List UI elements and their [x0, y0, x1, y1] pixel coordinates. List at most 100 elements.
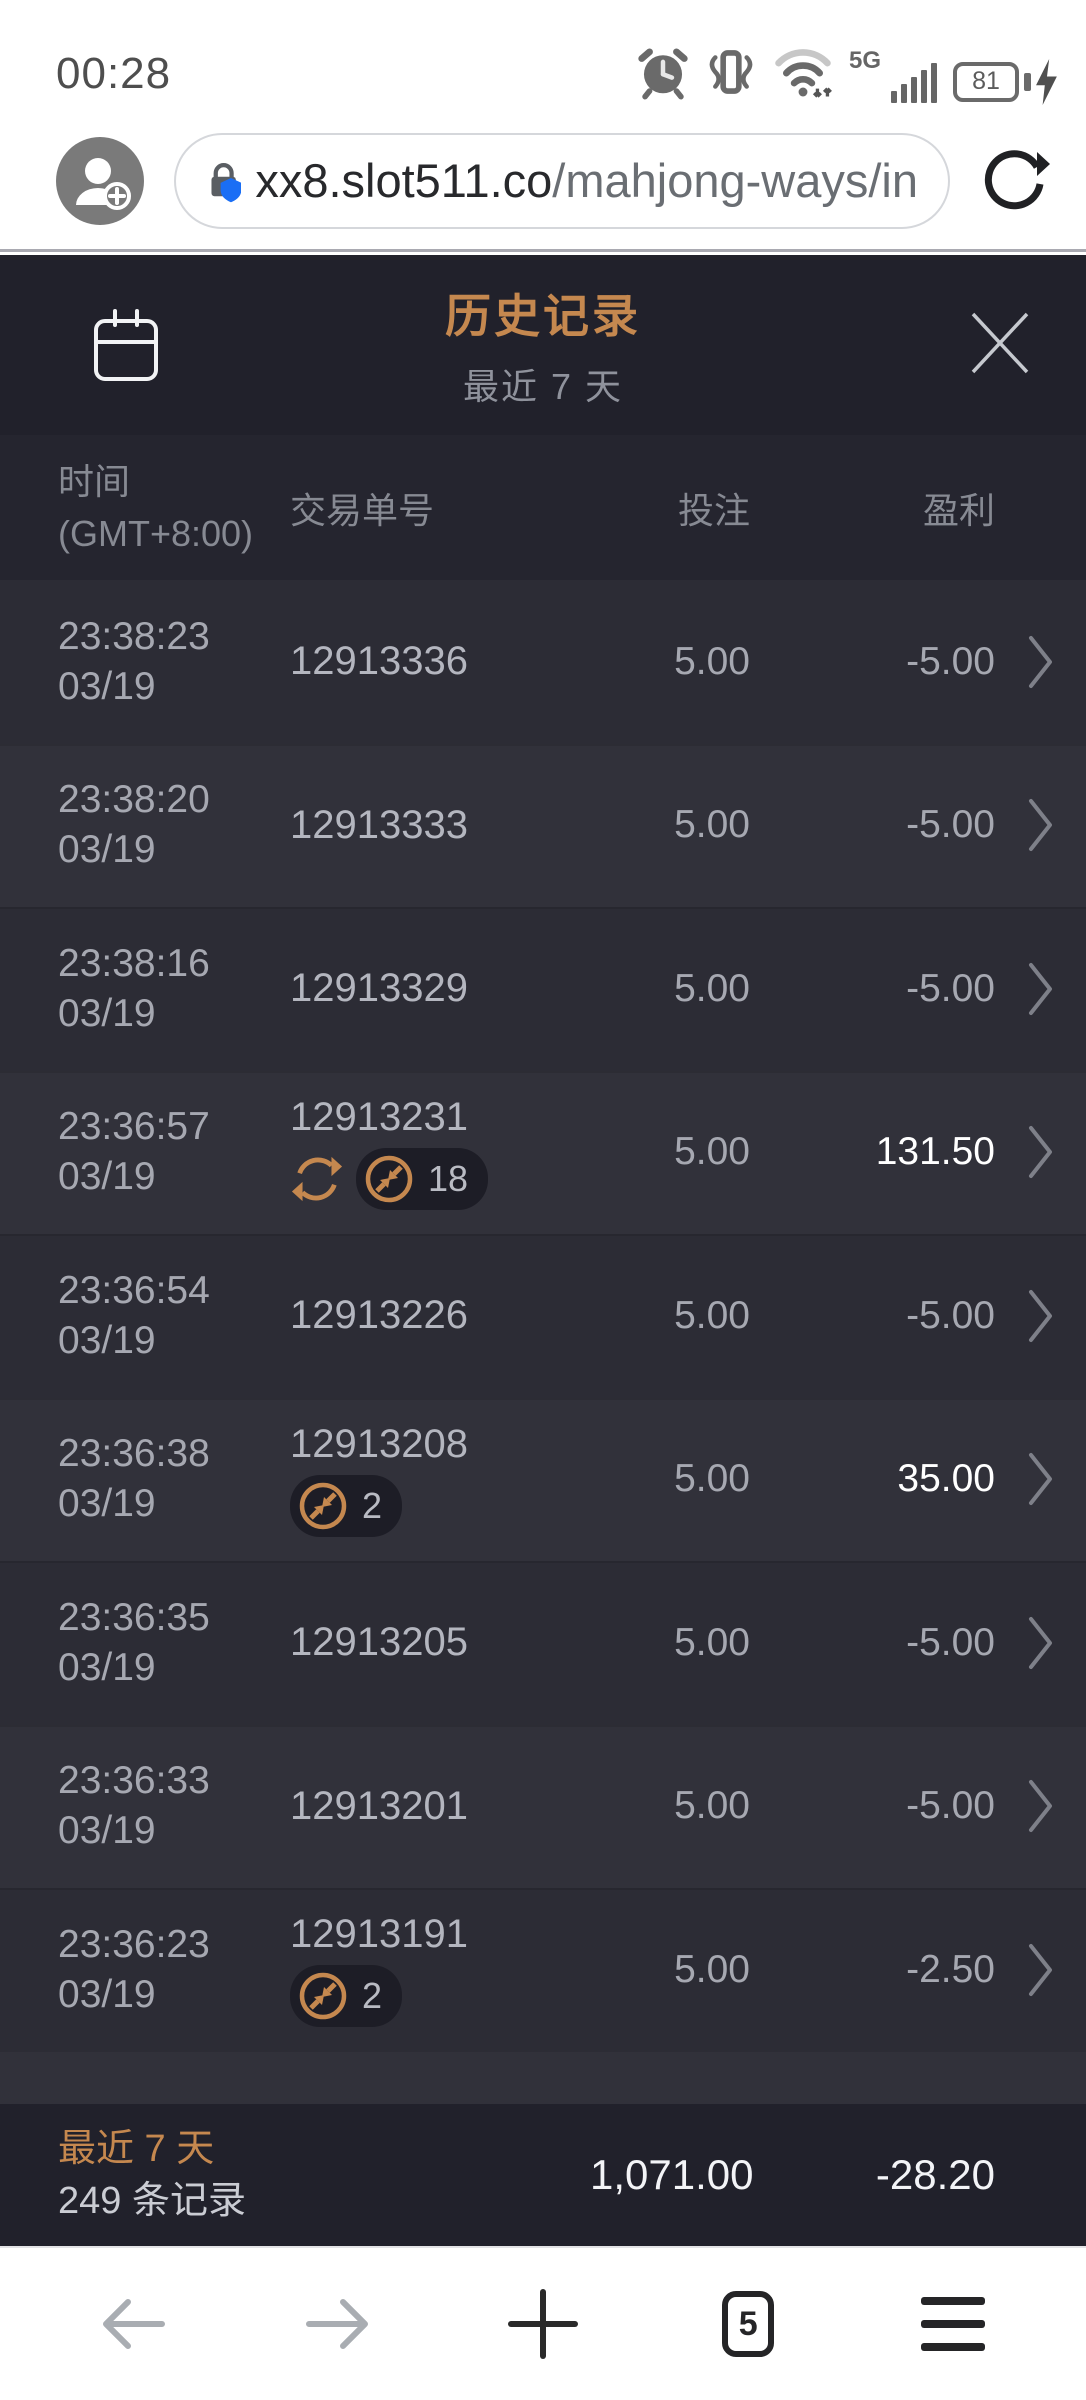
- row-profit: -5.00: [906, 966, 995, 1010]
- multiplier-badge: 2: [290, 1474, 403, 1537]
- url-path: /mahjong-ways/in: [552, 154, 918, 207]
- row-transaction: 12913226: [290, 1293, 590, 1338]
- reload-button[interactable]: [980, 146, 1050, 216]
- forward-button[interactable]: [283, 2269, 393, 2379]
- multiplier-count: 2: [362, 1975, 383, 2017]
- chevron-right-icon: [1028, 1126, 1052, 1179]
- secure-lock-icon: [211, 162, 242, 202]
- profile-avatar-button[interactable]: [56, 136, 144, 225]
- table-row[interactable]: 23:36:23 03/19 12913191 2 5.00: [0, 1888, 1086, 2052]
- hamburger-menu-icon: [921, 2297, 986, 2351]
- row-profit: -2.50: [906, 1947, 995, 1991]
- new-tab-button[interactable]: [488, 2269, 598, 2379]
- row-transaction: 12913205: [290, 1620, 590, 1665]
- summary-total-bet: 1,071.00: [590, 2150, 754, 2198]
- tab-count: 5: [738, 2304, 758, 2343]
- url-bar[interactable]: xx8.slot511.co/mahjong-ways/in: [174, 132, 950, 229]
- battery-icon: 81: [953, 58, 1058, 105]
- summary-bar: 最近 7 天 249 条记录 1,071.00 -28.20: [0, 2103, 1086, 2246]
- row-time: 23:38:23 03/19: [58, 614, 210, 708]
- row-bet: 5.00: [674, 803, 750, 847]
- multiplier-icon: [299, 1973, 347, 2020]
- reload-icon: [984, 149, 1050, 209]
- url-text: xx8.slot511.co/mahjong-ways/in: [255, 153, 918, 208]
- summary-period: 最近 7 天: [58, 2127, 215, 2170]
- table-row[interactable]: 23:36:54 03/19 12913226 5.00 -5.00: [0, 1234, 1086, 1398]
- calendar-button[interactable]: [88, 305, 164, 385]
- status-time: 00:28: [56, 49, 172, 98]
- browser-bottom-nav: 5: [0, 2246, 1086, 2400]
- chevron-right-icon: [1028, 1780, 1052, 1833]
- plus-icon: [507, 2289, 578, 2359]
- row-icons: 18: [290, 1147, 590, 1210]
- row-bet: 5.00: [674, 639, 750, 683]
- table-row[interactable]: 23:38:23 03/19 12913336 5.00 -5.00: [0, 580, 1086, 744]
- menu-button[interactable]: [898, 2269, 1008, 2379]
- calendar-icon: [94, 309, 158, 381]
- row-time: 23:36:57 03/19: [58, 1105, 210, 1199]
- multiplier-count: 2: [362, 1484, 383, 1526]
- table-row[interactable]: 23:36:57 03/19 12913231: [0, 1070, 1086, 1234]
- row-bet: 5.00: [674, 1293, 750, 1337]
- transaction-id: 12913329: [290, 966, 468, 1011]
- table-row[interactable]: 23:36:38 03/19 12913208 2 5.00: [0, 1397, 1086, 1561]
- chevron-right-icon: [1028, 635, 1052, 688]
- transaction-id: 12913205: [290, 1620, 468, 1665]
- table-row[interactable]: 23:36:33 03/19 12913201 5.00 -5.00: [0, 1724, 1086, 1888]
- row-transaction: 12913208 2: [290, 1422, 590, 1537]
- chevron-right-icon: [1028, 1616, 1052, 1669]
- close-button[interactable]: [962, 305, 1038, 381]
- row-bet: 5.00: [674, 1457, 750, 1501]
- transaction-id: 12913336: [290, 639, 468, 684]
- row-bet: 5.00: [674, 1620, 750, 1664]
- column-transaction: 交易单号: [290, 489, 435, 531]
- chevron-right-icon: [1028, 1289, 1052, 1342]
- chevron-right-icon: [1028, 1453, 1052, 1506]
- battery-nub: [1024, 72, 1031, 91]
- row-profit: -5.00: [906, 1784, 995, 1828]
- table-column-headers: 时间 (GMT+8:00) 交易单号 投注 盈利: [0, 435, 1086, 580]
- row-profit: -5.00: [906, 1620, 995, 1664]
- summary-total-profit: -28.20: [875, 2150, 995, 2198]
- row-transaction: 12913231: [290, 1095, 590, 1210]
- column-bet: 投注: [677, 489, 750, 531]
- column-profit: 盈利: [922, 489, 995, 531]
- transaction-id: 12913231: [290, 1094, 468, 1139]
- page-subtitle: 最近 7 天: [462, 366, 624, 407]
- history-rows: 23:38:23 03/19 12913336 5.00 -5.00 23:38…: [0, 580, 1086, 2052]
- alarm-icon: [637, 44, 689, 105]
- row-bet: 5.00: [674, 1130, 750, 1174]
- chevron-right-icon: [1028, 962, 1052, 1015]
- tab-count-icon: 5: [722, 2291, 775, 2357]
- partial-row-strip: [0, 2051, 1086, 2104]
- row-profit: -5.00: [906, 639, 995, 683]
- free-spins-icon: [290, 1152, 344, 1206]
- charging-bolt-icon: [1036, 58, 1057, 105]
- back-arrow-icon: [102, 2299, 165, 2349]
- signal-bars: [891, 62, 937, 103]
- row-time: 23:36:35 03/19: [58, 1595, 210, 1689]
- tab-switcher-button[interactable]: 5: [693, 2269, 803, 2379]
- table-row[interactable]: 23:38:20 03/19 12913333 5.00 -5.00: [0, 743, 1086, 907]
- vibrate-icon: [705, 44, 757, 105]
- back-button[interactable]: [78, 2269, 188, 2379]
- row-transaction: 12913329: [290, 966, 590, 1011]
- multiplier-badge: 2: [290, 1965, 403, 2028]
- column-time: 时间 (GMT+8:00): [58, 460, 254, 554]
- table-row[interactable]: 23:36:35 03/19 12913205 5.00 -5.00: [0, 1561, 1086, 1725]
- row-profit: -5.00: [906, 803, 995, 847]
- transaction-id: 12913333: [290, 802, 468, 847]
- chevron-right-icon: [1028, 799, 1052, 852]
- history-panel: 历史记录 最近 7 天 时间 (GMT+8:00) 交易单号 投注 盈利 23:…: [0, 255, 1086, 2246]
- network-type-label: 5G: [849, 46, 882, 74]
- row-time: 23:36:23 03/19: [58, 1922, 210, 2016]
- row-profit: 35.00: [897, 1457, 995, 1501]
- row-time: 23:36:33 03/19: [58, 1759, 210, 1853]
- wifi-icon: [773, 44, 833, 105]
- add-person-icon: [76, 157, 131, 210]
- table-row[interactable]: 23:38:16 03/19 12913329 5.00 -5.00: [0, 907, 1086, 1071]
- row-bet: 5.00: [674, 1784, 750, 1828]
- row-icons: 2: [290, 1965, 590, 2028]
- row-transaction: 12913333: [290, 803, 590, 848]
